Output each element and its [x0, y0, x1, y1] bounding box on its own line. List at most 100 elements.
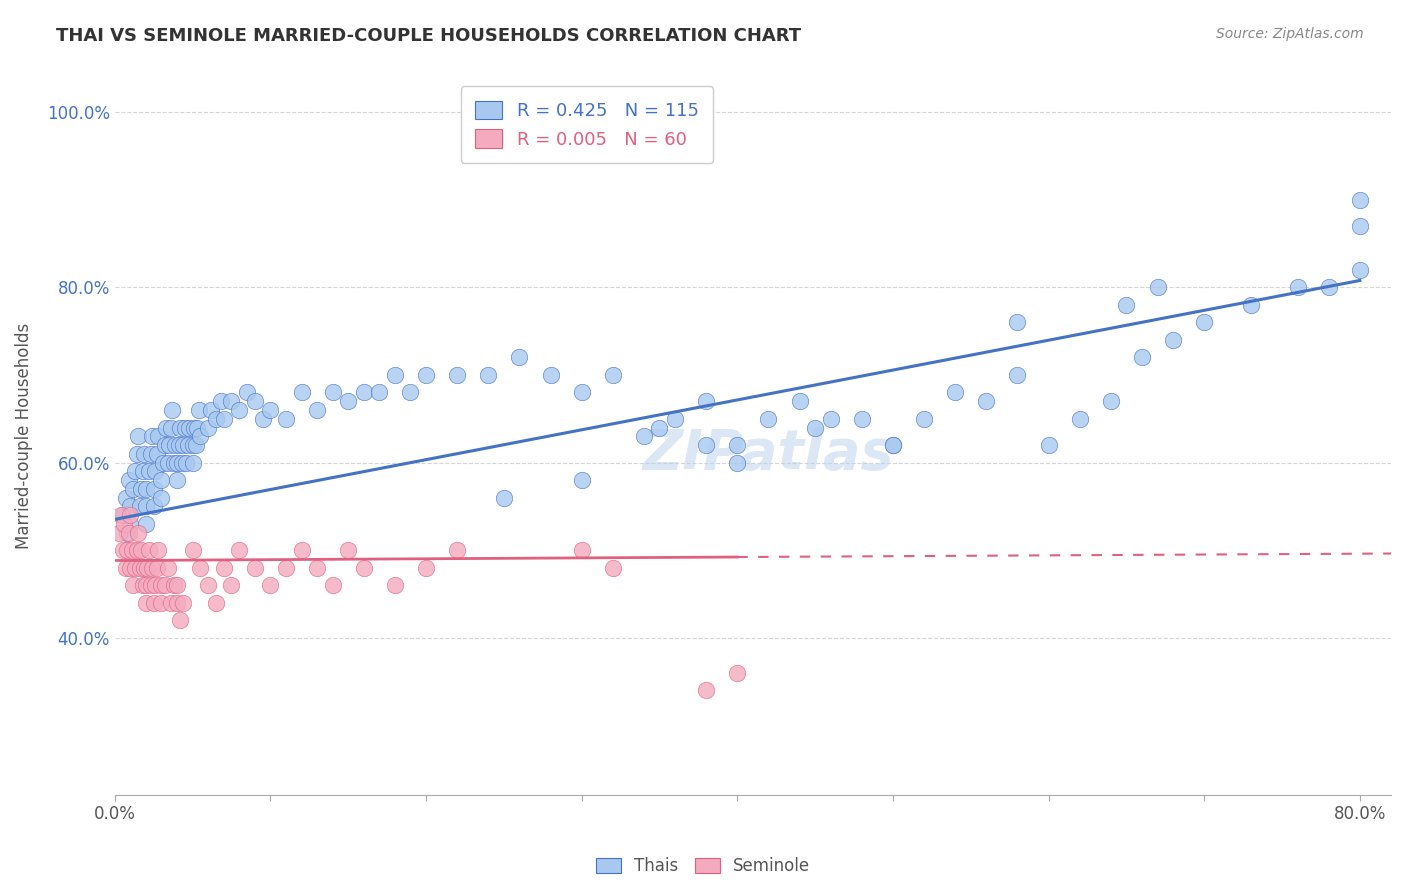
Point — [118, 473, 141, 487]
Point — [307, 403, 329, 417]
Point — [1348, 219, 1371, 234]
Point — [122, 578, 145, 592]
Point — [571, 385, 593, 400]
Point — [882, 438, 904, 452]
Point — [602, 560, 624, 574]
Point — [150, 473, 173, 487]
Point — [1115, 298, 1137, 312]
Point — [1240, 298, 1263, 312]
Point — [165, 438, 187, 452]
Point — [159, 420, 181, 434]
Point — [221, 394, 243, 409]
Point — [571, 473, 593, 487]
Point — [143, 464, 166, 478]
Point — [664, 411, 686, 425]
Point — [143, 578, 166, 592]
Point — [228, 543, 250, 558]
Point — [122, 482, 145, 496]
Point — [322, 385, 344, 400]
Point — [124, 464, 146, 478]
Point — [146, 447, 169, 461]
Point — [125, 543, 148, 558]
Point — [132, 578, 155, 592]
Point — [132, 464, 155, 478]
Point — [135, 500, 157, 514]
Point — [166, 473, 188, 487]
Point — [197, 578, 219, 592]
Text: ZIPatlas: ZIPatlas — [643, 426, 894, 481]
Point — [648, 420, 671, 434]
Point — [176, 456, 198, 470]
Point — [602, 368, 624, 382]
Point — [134, 560, 156, 574]
Point — [155, 420, 177, 434]
Point — [243, 394, 266, 409]
Point — [125, 447, 148, 461]
Point — [976, 394, 998, 409]
Point — [290, 543, 312, 558]
Point — [290, 385, 312, 400]
Point — [115, 543, 138, 558]
Point — [1161, 333, 1184, 347]
Point — [166, 595, 188, 609]
Point — [725, 438, 748, 452]
Point — [399, 385, 422, 400]
Point — [142, 595, 165, 609]
Point — [695, 683, 717, 698]
Point — [804, 420, 827, 434]
Point — [129, 482, 152, 496]
Point — [200, 403, 222, 417]
Point — [1146, 280, 1168, 294]
Point — [1007, 368, 1029, 382]
Point — [134, 447, 156, 461]
Point — [114, 560, 136, 574]
Point — [156, 456, 179, 470]
Point — [121, 543, 143, 558]
Point — [112, 516, 135, 531]
Point — [492, 491, 515, 505]
Point — [138, 543, 160, 558]
Point — [166, 578, 188, 592]
Point — [169, 613, 191, 627]
Point — [111, 543, 134, 558]
Point — [1348, 263, 1371, 277]
Point — [166, 456, 188, 470]
Point — [120, 516, 142, 531]
Point — [633, 429, 655, 443]
Point — [152, 456, 174, 470]
Point — [337, 394, 360, 409]
Point — [1348, 193, 1371, 207]
Point — [115, 525, 138, 540]
Point — [477, 368, 499, 382]
Point — [353, 560, 375, 574]
Point — [181, 456, 204, 470]
Point — [789, 394, 811, 409]
Point — [135, 578, 157, 592]
Point — [1192, 316, 1215, 330]
Point — [259, 403, 281, 417]
Point — [212, 411, 235, 425]
Point — [135, 516, 157, 531]
Point — [153, 578, 176, 592]
Point — [162, 403, 184, 417]
Point — [135, 482, 157, 496]
Point — [153, 438, 176, 452]
Point — [912, 411, 935, 425]
Point — [181, 438, 204, 452]
Point — [183, 420, 205, 434]
Point — [1038, 438, 1060, 452]
Point — [725, 456, 748, 470]
Point — [205, 411, 228, 425]
Point — [181, 543, 204, 558]
Point — [243, 560, 266, 574]
Point — [120, 560, 142, 574]
Point — [114, 491, 136, 505]
Point — [136, 560, 159, 574]
Point — [1130, 351, 1153, 365]
Point — [173, 420, 195, 434]
Point — [142, 500, 165, 514]
Point — [169, 420, 191, 434]
Point — [1007, 316, 1029, 330]
Point — [571, 543, 593, 558]
Point — [197, 420, 219, 434]
